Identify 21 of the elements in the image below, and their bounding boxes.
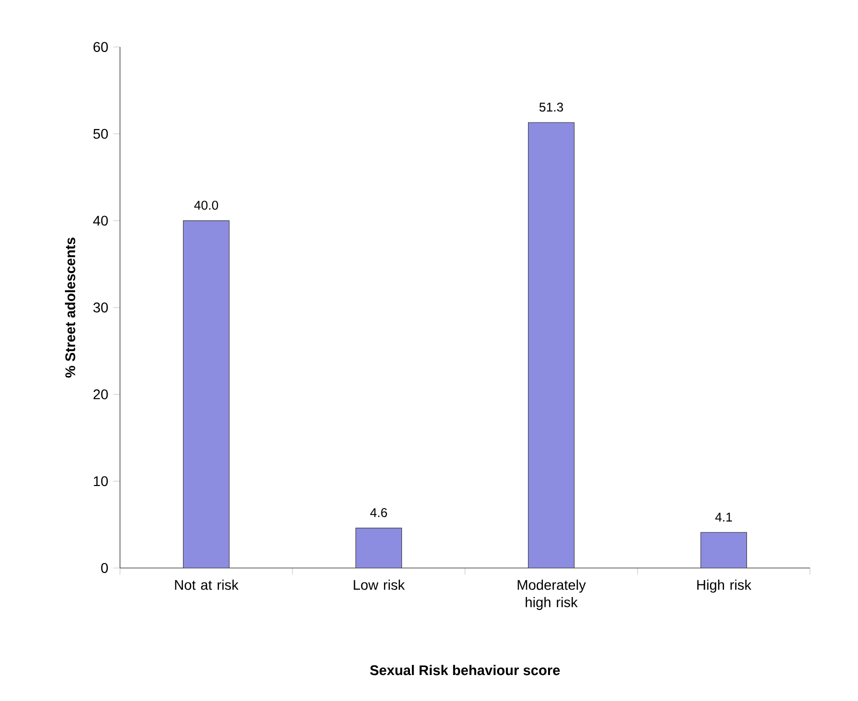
x-tick-label: Moderately high risk — [518, 580, 586, 610]
y-tick-label: 50 — [93, 128, 108, 139]
x-axis-title: Sexual Risk behaviour score — [370, 664, 560, 676]
data-label: 4.1 — [715, 512, 732, 522]
y-tick-label: 0 — [101, 563, 108, 573]
data-label: 40.0 — [194, 200, 218, 210]
y-tick-label: 20 — [94, 389, 108, 400]
y-tick-label: 30 — [93, 302, 108, 312]
x-tick-label: High risk — [697, 580, 752, 593]
x-tick-label: Low risk — [354, 580, 405, 590]
bar — [700, 532, 748, 568]
data-label: 51.3 — [539, 102, 564, 112]
x-tick-label: Not at risk — [175, 580, 239, 590]
bar — [528, 122, 575, 568]
y-tick-label: 40 — [93, 216, 108, 226]
y-tick-label: 60 — [94, 42, 108, 52]
y-axis-title: % Street adolescents — [64, 238, 76, 378]
data-label: 4.6 — [370, 508, 387, 518]
bar — [182, 220, 230, 568]
y-tick-label: 10 — [94, 476, 108, 486]
bar — [355, 528, 402, 568]
